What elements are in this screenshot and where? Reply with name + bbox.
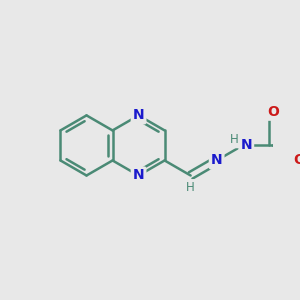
Text: O: O (267, 105, 279, 119)
Text: N: N (211, 154, 223, 167)
Text: N: N (133, 169, 144, 182)
Text: N: N (241, 138, 252, 152)
Text: H: H (230, 134, 239, 146)
Text: H: H (186, 181, 195, 194)
Text: O: O (293, 154, 300, 167)
Text: N: N (133, 108, 144, 122)
